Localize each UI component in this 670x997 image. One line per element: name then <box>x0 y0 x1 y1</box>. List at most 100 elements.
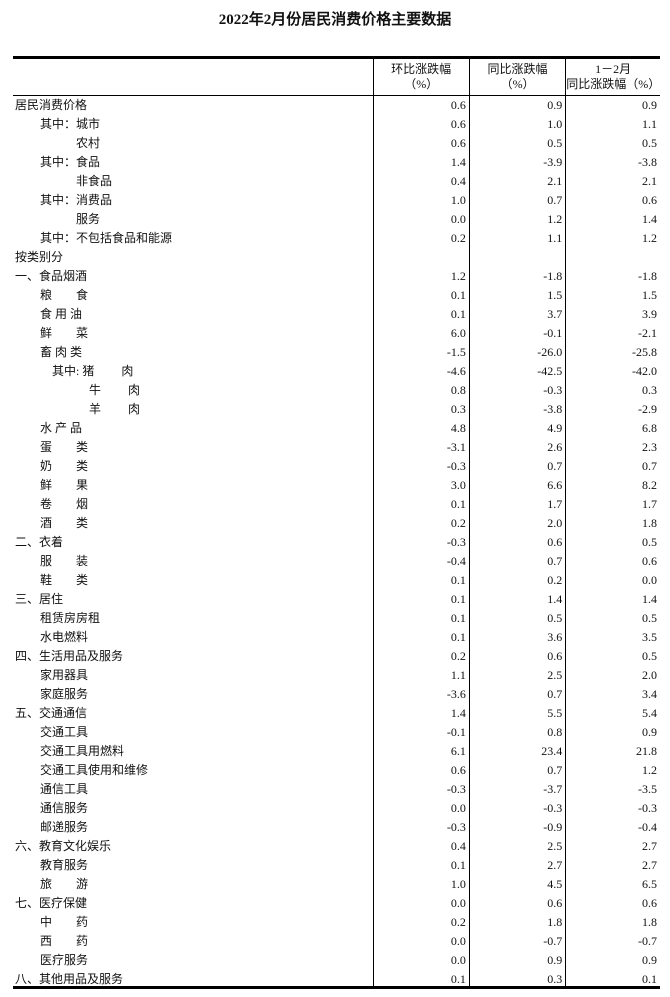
header-row: 环比涨跌幅 （%） 同比涨跌幅 （%） 1－2月 同比涨跌幅（%） <box>13 59 660 96</box>
table-row: 按类别分 <box>13 248 660 267</box>
row-label: 其中：食品 <box>13 153 374 172</box>
table-row: 医疗服务 0.0 0.9 0.9 <box>13 951 660 970</box>
value-mom: 0.6 <box>373 95 470 115</box>
value-yoy: 0.7 <box>469 685 567 704</box>
value-ytd: 2.1 <box>642 174 657 188</box>
row-label: 交通工具用燃料 <box>13 742 374 761</box>
row-label: 八、其他用品及服务 <box>13 970 374 989</box>
table-row: 羊 肉 0.3 -3.8 -2.9 <box>13 400 660 419</box>
row-label: 酒 类 <box>13 514 374 533</box>
value-yoy: 1.0 <box>469 115 567 134</box>
value-yoy: 6.6 <box>469 476 567 495</box>
table-row: 卷 烟 0.1 1.7 1.7 <box>13 495 660 514</box>
value-mom: 0.2 <box>373 913 470 932</box>
table-row: 蛋 类 -3.1 2.6 2.3 <box>13 438 660 457</box>
value-ytd <box>566 248 660 267</box>
value-ytd: -0.7 <box>638 934 657 948</box>
value-ytd: 0.5 <box>642 535 657 549</box>
value-mom: 0.0 <box>373 951 470 970</box>
value-ytd: 5.4 <box>642 706 657 720</box>
value-ytd: 0.5 <box>642 649 657 663</box>
row-label: 五、交通通信 <box>13 704 374 723</box>
value-yoy: 1.2 <box>469 210 567 229</box>
row-label: 羊 肉 <box>13 400 374 419</box>
table-row: 一、食品烟酒 1.2 -1.8 -1.8 <box>13 267 660 286</box>
value-ytd: 2.3 <box>642 440 657 454</box>
value-yoy: 4.5 <box>469 875 567 894</box>
value-mom: 0.6 <box>373 134 470 153</box>
row-label: 四、生活用品及服务 <box>13 647 374 666</box>
row-label: 三、居住 <box>13 590 374 609</box>
value-yoy: 0.7 <box>469 552 567 571</box>
value-ytd: 2.7 <box>642 839 657 853</box>
value-mom: 0.4 <box>373 837 470 856</box>
table-row: 租赁房房租 0.1 0.5 0.5 <box>13 609 660 628</box>
value-mom: 0.6 <box>373 115 470 134</box>
table-row: 五、交通通信 1.4 5.5 5.4 <box>13 704 660 723</box>
header-yoy-line1: 同比涨跌幅 <box>487 62 548 76</box>
value-ytd: 0.0 <box>642 573 657 587</box>
header-ytd-line2: 同比涨跌幅（%） <box>566 77 661 91</box>
row-label: 中 药 <box>13 913 374 932</box>
value-yoy: 0.7 <box>469 761 567 780</box>
value-ytd: 6.5 <box>642 877 657 891</box>
value-yoy: 2.6 <box>469 438 567 457</box>
value-ytd: 1.5 <box>642 288 657 302</box>
value-mom: -0.3 <box>373 780 470 799</box>
header-mom: 环比涨跌幅 （%） <box>373 59 470 96</box>
page-title: 2022年2月份居民消费价格主要数据 <box>218 12 452 28</box>
table-row: 三、居住 0.1 1.4 1.4 <box>13 590 660 609</box>
table-row: 其中：城市 0.6 1.0 1.1 <box>13 115 660 134</box>
value-mom: 0.0 <box>373 799 470 818</box>
table-row: 农村 0.6 0.5 0.5 <box>13 134 660 153</box>
row-label: 居民消费价格 <box>13 95 374 115</box>
row-label: 交通工具使用和维修 <box>13 761 374 780</box>
value-ytd: 0.5 <box>642 611 657 625</box>
value-mom: -0.3 <box>373 533 470 552</box>
table-row: 教育服务 0.1 2.7 2.7 <box>13 856 660 875</box>
value-yoy: 2.5 <box>469 666 567 685</box>
row-label: 通信工具 <box>13 780 374 799</box>
value-ytd: 0.9 <box>642 725 657 739</box>
value-mom: 0.0 <box>373 210 470 229</box>
value-mom: 1.1 <box>373 666 470 685</box>
table-row: 粮 食 0.1 1.5 1.5 <box>13 286 660 305</box>
value-ytd: 2.0 <box>642 668 657 682</box>
value-mom: 0.1 <box>373 856 470 875</box>
row-label: 医疗服务 <box>13 951 374 970</box>
value-yoy: -0.7 <box>469 932 567 951</box>
row-label: 其中: 猪 肉 <box>13 362 374 381</box>
value-mom: -4.6 <box>373 362 470 381</box>
table-row: 家庭服务 -3.6 0.7 3.4 <box>13 685 660 704</box>
value-ytd: 3.9 <box>642 307 657 321</box>
value-yoy: 5.5 <box>469 704 567 723</box>
value-ytd: 1.7 <box>642 497 657 511</box>
row-label: 牛 肉 <box>13 381 374 400</box>
table-row: 其中: 猪 肉 -4.6 -42.5 -42.0 <box>13 362 660 381</box>
value-yoy: -0.9 <box>469 818 567 837</box>
value-yoy: 4.9 <box>469 419 567 438</box>
value-mom: 0.3 <box>373 400 470 419</box>
table-row: 鲜 菜 6.0 -0.1 -2.1 <box>13 324 660 343</box>
value-yoy: 0.7 <box>469 191 567 210</box>
value-mom: 0.8 <box>373 381 470 400</box>
value-ytd: -1.8 <box>638 269 657 283</box>
value-mom: 1.2 <box>373 267 470 286</box>
value-mom: 1.4 <box>373 704 470 723</box>
value-ytd: 0.9 <box>642 953 657 967</box>
value-yoy: -3.8 <box>469 400 567 419</box>
value-ytd: -2.9 <box>638 402 657 416</box>
value-yoy: 0.9 <box>469 951 567 970</box>
header-mom-line1: 环比涨跌幅 <box>391 62 452 76</box>
row-label: 水 产 品 <box>13 419 374 438</box>
table-row: 居民消费价格 0.6 0.9 0.9 <box>13 95 660 115</box>
row-label: 通信服务 <box>13 799 374 818</box>
value-yoy: -42.5 <box>469 362 567 381</box>
value-mom: 1.4 <box>373 153 470 172</box>
header-ytd: 1－2月 同比涨跌幅（%） <box>565 59 661 96</box>
table-row: 交通工具用燃料 6.1 23.4 21.8 <box>13 742 660 761</box>
value-yoy: 0.5 <box>469 134 567 153</box>
row-label: 其中：城市 <box>13 115 374 134</box>
row-label: 蛋 类 <box>13 438 374 457</box>
table-row: 其中：不包括食品和能源 0.2 1.1 1.2 <box>13 229 660 248</box>
